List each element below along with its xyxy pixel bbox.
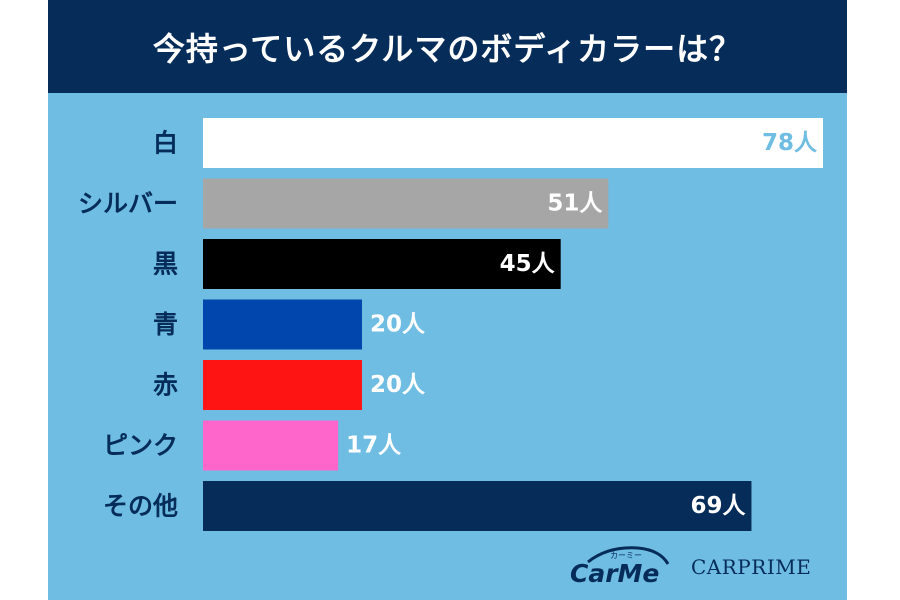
bar [203, 178, 609, 229]
value-label: 17人 [346, 433, 402, 459]
category-label: 青 [153, 310, 178, 339]
bar [203, 299, 362, 350]
category-label: ピンク [103, 431, 178, 460]
value-label: 20人 [370, 312, 426, 338]
chart-canvas: 今持っているクルマのボディカラーは？ 白 78人 シルバー 51人黒 45人青 20人赤 2… [48, 0, 847, 600]
carme-logo: カーミー CarMe [570, 546, 670, 588]
value-label: 51人 [547, 191, 603, 217]
category-label: 赤 [153, 371, 178, 400]
bar [203, 481, 752, 531]
value-label: 69人 [690, 493, 746, 519]
bar [203, 420, 339, 471]
carme-wordmark: CarMe [570, 559, 659, 588]
bar [203, 360, 362, 410]
value-label: 78人 [762, 130, 818, 156]
category-label: その他 [103, 492, 178, 521]
category-label: シルバー [78, 189, 178, 218]
carprime-logo: CARPRIME [691, 555, 812, 579]
value-label: 45人 [500, 251, 556, 277]
value-label: 20人 [370, 372, 426, 398]
title-bar: 今持っているクルマのボディカラーは？ [48, 0, 847, 93]
car-roof-icon [587, 546, 670, 565]
category-label: 黒 [153, 250, 178, 279]
category-label: 白 [153, 129, 178, 158]
chart-title: 今持っているクルマのボディカラーは？ [152, 29, 743, 68]
carme-kana: カーミー [610, 551, 642, 560]
bar [203, 118, 823, 168]
bar [203, 239, 561, 289]
